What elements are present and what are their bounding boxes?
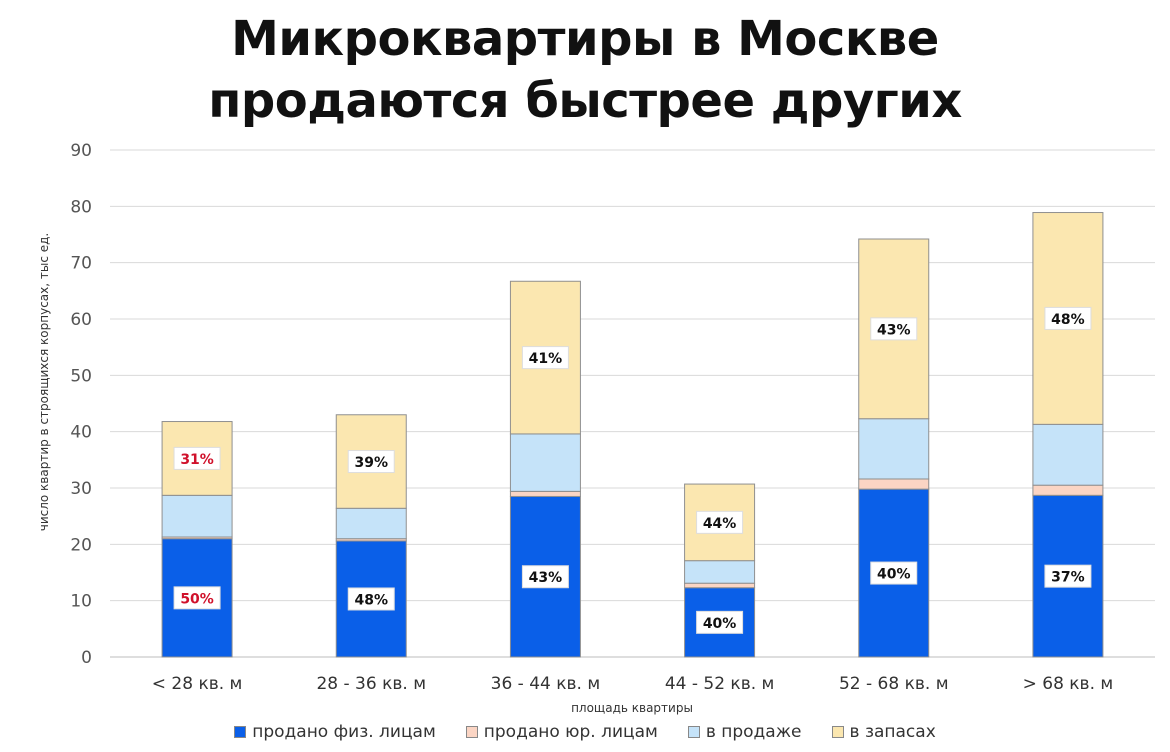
y-tick-label: 50 — [70, 366, 92, 386]
x-tick-label: 52 - 68 кв. м — [839, 674, 949, 694]
y-tick-label: 70 — [70, 254, 92, 274]
data-label: 43% — [877, 322, 911, 338]
data-label: 31% — [180, 452, 214, 468]
data-label: 50% — [180, 591, 214, 607]
legend-item: продано юр. лицам — [465, 722, 658, 742]
legend-swatch — [465, 726, 478, 738]
y-tick-label: 40 — [70, 423, 92, 443]
bar-segment — [1032, 423, 1104, 486]
data-label: 43% — [529, 570, 563, 586]
bar-segment — [509, 490, 581, 497]
data-label-box — [347, 450, 395, 474]
x-tick-label: < 28 кв. м — [152, 674, 243, 694]
data-label: 41% — [529, 351, 563, 367]
y-axis-ticks: 0 10 20 30 40 50 60 70 80 90 — [70, 141, 92, 668]
chart-title: Микроквартиры в Москве продаются быстрее… — [0, 8, 1170, 132]
legend-label: продано юр. лицам — [483, 722, 658, 742]
x-tick-label: 44 - 52 кв. м — [665, 674, 775, 694]
bar-segment — [684, 582, 756, 589]
legend-swatch — [831, 726, 844, 738]
bar-segment — [1032, 484, 1104, 496]
data-label: 48% — [354, 592, 388, 608]
x-tick-label: 36 - 44 кв. м — [491, 674, 601, 694]
legend-swatch — [687, 726, 700, 738]
bar-segment — [858, 478, 930, 490]
bar-segment — [858, 418, 930, 480]
data-label: 40% — [877, 567, 911, 583]
data-label-box — [521, 346, 569, 370]
data-label-box — [173, 586, 221, 610]
data-label: 37% — [1051, 570, 1085, 586]
legend: продано физ. лицам продано юр. лицам в про… — [0, 722, 1170, 742]
bar-segment — [509, 433, 581, 492]
chart-title-line-1: Микроквартиры в Москве — [231, 11, 939, 67]
data-label-box — [696, 510, 744, 534]
y-tick-label: 30 — [70, 479, 92, 499]
legend-label: продано физ. лицам — [252, 722, 436, 742]
data-label: 39% — [354, 455, 388, 471]
gridlines — [110, 149, 1155, 658]
x-tick-label: 28 - 36 кв. м — [316, 674, 426, 694]
data-label-box — [347, 587, 395, 611]
stacked-bar-chart: 0 10 20 30 40 50 60 70 80 90 50% 31% 48% 39% 43% 41% 40… — [37, 141, 1155, 715]
data-label-box — [1044, 306, 1092, 330]
bar-segment — [335, 507, 407, 540]
y-axis-label: число квартир в строящихся корпусах, тыс… — [37, 233, 51, 532]
y-tick-label: 80 — [70, 197, 92, 217]
y-tick-label: 10 — [70, 592, 92, 612]
bars — [161, 212, 1104, 658]
data-label-box — [870, 317, 918, 341]
x-axis-ticks: < 28 кв. м 28 - 36 кв. м 36 - 44 кв. м 44 -… — [152, 674, 1113, 694]
y-tick-label: 0 — [81, 648, 92, 668]
data-label-box — [870, 561, 918, 585]
y-tick-label: 60 — [70, 310, 92, 330]
legend-item: продано физ. лицам — [234, 722, 436, 742]
legend-swatch — [234, 726, 247, 738]
x-axis-label: площадь квартиры — [571, 701, 693, 715]
bar-segment — [684, 560, 756, 584]
data-label: 40% — [703, 616, 737, 632]
data-labels: 50% 31% 48% 39% 43% 41% 40% 44% 40% 43% 37% 48% — [173, 306, 1092, 634]
y-tick-label: 20 — [70, 535, 92, 555]
data-label-box — [1044, 564, 1092, 588]
legend-item: в продаже — [687, 722, 802, 742]
bar-segment — [161, 494, 233, 538]
x-tick-label: > 68 кв. м — [1023, 674, 1114, 694]
data-label-box — [521, 565, 569, 589]
chart-title-line-2: продаются быстрее других — [208, 73, 962, 129]
data-label-box — [696, 610, 744, 634]
legend-item: в запасах — [831, 722, 936, 742]
legend-label: в запасах — [849, 722, 936, 742]
data-label-box — [173, 446, 221, 470]
data-label: 48% — [1051, 312, 1085, 328]
data-label: 44% — [703, 516, 737, 532]
y-tick-label: 90 — [70, 141, 92, 161]
legend-label: в продаже — [705, 722, 802, 742]
